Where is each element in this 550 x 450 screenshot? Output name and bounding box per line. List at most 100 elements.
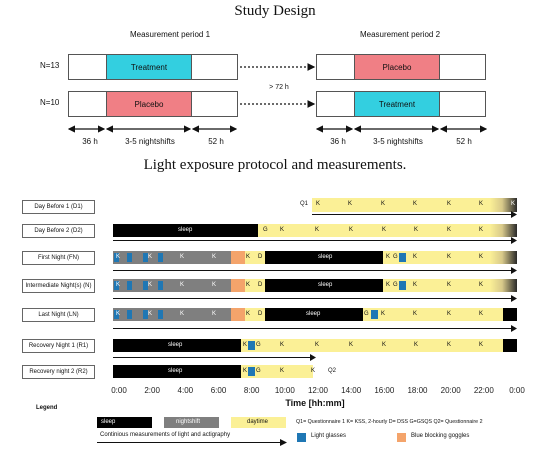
fn-sleep [265,251,383,264]
period1-group2-placebo: Placebo [106,92,192,116]
row-label-ln: Last Night (LN) [22,308,95,322]
r2-k: K [243,368,248,374]
d1-k: K [348,201,353,207]
p1-post-label: 52 h [208,137,224,146]
legend-continuous-line [97,442,282,443]
fn-k: K [479,254,484,260]
n-g: G [393,282,398,288]
n-k: K [212,282,217,288]
d1-measure-line [312,214,515,215]
legend-title: Legend [36,405,58,411]
n-measure-line [113,298,515,299]
row-label-fn: First Night (FN) [22,251,95,265]
time-tick: 0:00 [111,386,127,395]
legend-goggles-label: Blue blocking goggles [411,433,470,439]
legend-goggles-swatch [397,433,406,442]
r2-q2: Q2 [328,368,337,374]
legend-light-glasses-swatch [297,433,306,442]
time-tick: 4:00 [177,386,194,395]
d2-k: K [280,227,285,233]
legend-daytime-swatch [231,417,286,428]
p1-shifts-label: 3-5 nightshifts [125,137,175,146]
ln-k: K [479,311,484,317]
group1-label: N=13 [40,61,60,70]
fn-light-glasses [158,253,163,262]
r2-daytime [241,365,313,378]
period1-label: Measurement period 1 [129,30,211,39]
d1-q1: Q1 [300,201,309,207]
n-sleep-label: sleep [318,282,333,288]
ln-k: K [212,311,217,317]
r1-g: G [256,342,261,348]
ln-blue-goggles [231,308,245,321]
fn-k: K [386,254,391,260]
r1-k: K [315,342,320,348]
n-light-glasses [127,281,132,290]
legend-daytime-label: daytime [247,419,269,425]
fn-k: K [413,254,418,260]
ln-nightshift [113,308,231,321]
r1-k: K [349,342,354,348]
d2-sleep [113,224,258,237]
ln-k: K [116,311,121,317]
n-k: K [180,282,185,288]
time-tick: 10:00 [274,386,295,395]
time-tick: 2:00 [144,386,160,395]
n-k: K [246,282,251,288]
time-tick: 14:00 [341,386,362,395]
time-tick: 16:00 [374,386,395,395]
d1-k: K [316,201,321,207]
time-tick: 22:00 [473,386,494,395]
ln-light-glasses [127,310,132,319]
time-tick: 8:00 [243,386,260,395]
r1-sleep [113,339,241,352]
d1-evening [490,198,517,212]
n-d: D [258,282,263,288]
washout-arrows [240,63,316,108]
period2-group2-treatment: Treatment [354,92,440,116]
r1-k: K [414,342,419,348]
d1-k: K [479,201,484,207]
d1-k: K [511,201,516,207]
ln-k: K [413,311,418,317]
d1-daytime [312,198,490,212]
ln-k: K [148,311,153,317]
fn-k: K [148,254,153,260]
fn-sleep-label: sleep [318,254,333,260]
ln-k: K [180,311,185,317]
time-tick: 20:00 [440,386,461,395]
ln-sleep [265,308,363,321]
r1-measure-line [113,357,313,358]
d2-g: G [263,227,268,233]
legend-sleep-swatch [97,417,152,428]
period2-label: Measurement period 2 [359,30,441,39]
ln-d: D [258,311,263,317]
ln-sleep-label: sleep [306,311,321,317]
row-label-r2: Recovery night 2 (R2) [22,365,95,379]
ln-k: K [381,311,386,317]
duration-arrows [67,125,488,133]
legend-nightshift-label: nightshift [176,419,201,425]
r1-night-sleep [503,339,517,352]
fn-evening [490,251,517,264]
n-light-glasses [114,281,119,290]
n-k: K [479,282,484,288]
time-tick: 12:00 [307,386,329,395]
time-tick: 0:00 [509,386,525,395]
study-design-title: Study Design [234,3,316,19]
ln-measure-line [113,328,515,329]
fn-k: K [212,254,217,260]
d2-k: K [349,227,354,233]
fn-blue-goggles [231,251,245,264]
legend-light-glasses-label: Light glasses [311,433,347,439]
fn-k: K [246,254,251,260]
r2-k: K [280,368,285,374]
n-light-glasses [158,281,163,290]
d1-k: K [381,201,386,207]
d2-measure-line [113,240,515,241]
d2-k: K [447,227,452,233]
fn-k: K [116,254,121,260]
n-light-glasses [143,281,148,290]
ln-light-glasses [143,310,148,319]
fn-k: K [447,254,452,260]
